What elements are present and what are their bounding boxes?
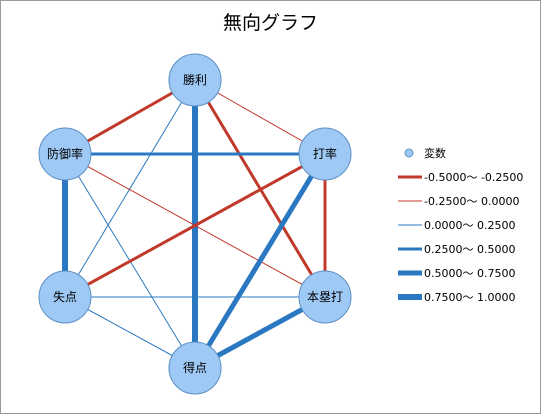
node-win — [168, 53, 222, 107]
node-label-runs_allowed: 失点 — [53, 289, 77, 304]
node-label-hr: 本塁打 — [307, 290, 343, 304]
node-hit — [298, 127, 352, 181]
legend-item-label-0: -0.5000～ -0.2500 — [424, 171, 523, 184]
node-label-era: 防御率 — [47, 146, 83, 161]
legend-item-label-1: -0.2500～ 0.0000 — [424, 195, 519, 208]
edge-win-runs_allowed — [64, 79, 196, 298]
node-hr — [298, 270, 352, 324]
node-label-hit: 打率 — [313, 146, 337, 161]
legend-variable-marker — [404, 148, 414, 158]
chart-title: 無向グラフ — [222, 12, 318, 34]
node-era — [38, 127, 92, 181]
legend-variable-label: 変数 — [424, 146, 446, 160]
legend-item-label-4: 0.5000～ 0.7500 — [424, 267, 515, 280]
edge-hit-runs_allowed — [64, 152, 326, 299]
edge-hit-runs — [192, 152, 328, 370]
legend-item-label-2: 0.0000～ 0.2500 — [424, 219, 515, 232]
legend-item-label-3: 0.2500～ 0.5000 — [424, 243, 515, 256]
node-label-runs: 得点 — [183, 360, 207, 375]
legend-item-label-5: 0.7500～ 1.0000 — [424, 291, 515, 304]
node-runs — [168, 341, 222, 395]
node-runs_allowed — [38, 270, 92, 324]
node-label-win: 勝利 — [183, 72, 207, 87]
